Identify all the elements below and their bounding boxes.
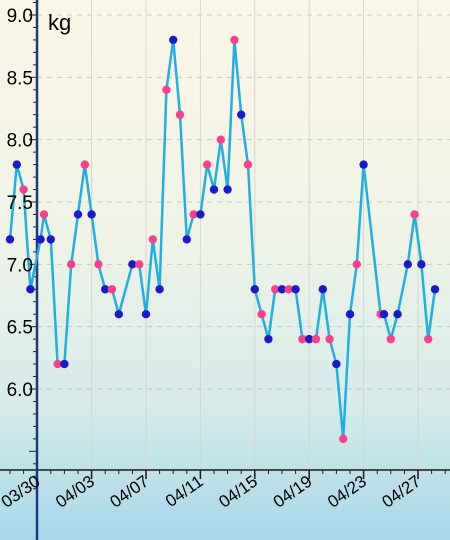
data-point [67,260,76,269]
data-point [264,334,273,344]
x-tick-label: 04/07 [107,472,153,512]
data-point [345,310,355,319]
data-point [182,235,191,244]
data-point [101,285,110,294]
data-point [36,235,45,244]
series-line [8,38,437,441]
x-tick-label: 04/03 [52,472,98,512]
data-point [410,210,419,219]
series-polyline [8,38,437,441]
data-point [403,260,412,269]
data-point [216,135,225,144]
data-point [339,434,348,444]
y-tick-label: 8.0 [7,131,33,152]
data-point [39,210,49,219]
data-point [332,359,341,369]
data-point [196,210,205,219]
data-point [169,35,178,45]
x-tick-label: 04/15 [215,472,261,512]
data-point [430,285,440,294]
data-point [53,359,62,369]
y-tick-label: 7.0 [7,255,33,276]
data-point [175,110,185,119]
x-tick-label: 04/27 [379,472,425,512]
y-tick-label: 6.5 [7,318,33,339]
data-point [417,260,426,269]
data-point [223,185,232,194]
data-point [60,359,69,369]
data-point [305,334,314,344]
data-point [203,160,212,169]
data-point [271,285,280,294]
data-point [243,160,253,169]
data-point [26,285,35,294]
data-point [5,235,15,244]
data-point [189,210,198,219]
data-point [318,285,327,294]
data-point [230,35,239,45]
data-point [291,285,300,294]
data-point [352,260,361,269]
data-point [46,235,55,244]
x-tick-label: 04/23 [324,472,370,512]
data-point [107,285,117,294]
data-point [325,334,334,344]
data-point [209,185,219,194]
y-tick-label: 7.5 [7,193,33,214]
y-tick-label: 8.5 [7,68,33,89]
data-point [141,310,151,319]
data-point [298,334,307,344]
data-point [80,160,90,169]
data-point [135,260,144,269]
data-point [87,210,96,219]
data-point [284,285,293,294]
y-axis-unit-label: kg [48,10,71,35]
y-tick-label: 9.0 [7,6,33,27]
data-point [424,334,433,344]
data-point [393,310,402,319]
data-point [250,285,259,294]
data-point [148,235,157,244]
axis-labels: kg 6.06.57.07.58.08.59.003/30 04/03 04/07 0… [0,6,425,512]
data-point [257,310,266,319]
data-point [379,310,389,319]
x-tick-label: 04/19 [270,472,316,512]
data-point [277,285,287,294]
data-points [5,35,440,444]
data-point [128,260,137,269]
data-point [155,285,164,294]
data-point [114,310,124,319]
data-point [94,260,103,269]
data-point [237,110,246,119]
data-point [386,334,395,344]
data-point [12,160,21,169]
data-point [311,334,321,344]
data-point [19,185,28,194]
data-point [162,85,171,95]
data-point [73,210,83,219]
y-tick-label: 6.0 [7,380,33,401]
grid-lines [36,0,450,470]
data-point [359,160,368,169]
